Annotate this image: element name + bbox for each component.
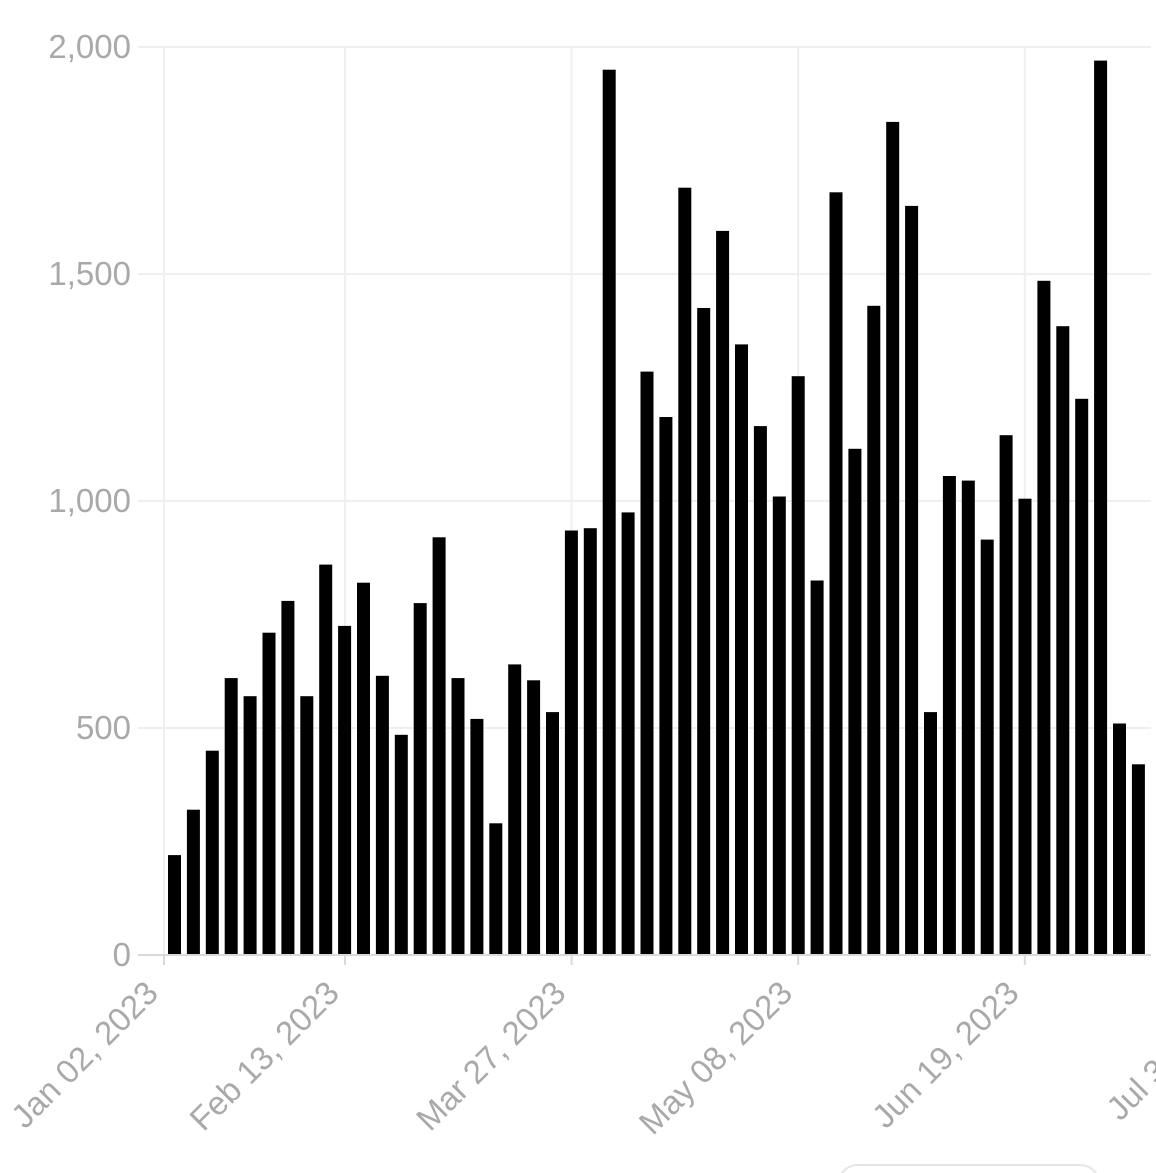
bar: [810, 580, 824, 955]
bar: [980, 539, 994, 955]
bar: [168, 855, 181, 955]
bar: [678, 187, 692, 955]
y-tick-label: 1,000: [48, 482, 131, 519]
bar: [905, 205, 919, 955]
x-tick-label: Jul 31, 2023: [1099, 974, 1156, 1127]
bar: [716, 230, 730, 955]
bar: [205, 750, 219, 955]
bar: [243, 696, 257, 955]
bar: [527, 680, 541, 955]
bar: [1113, 723, 1126, 955]
bar: [829, 192, 843, 956]
bar: [735, 344, 748, 955]
bar: [999, 435, 1013, 955]
bar: [942, 476, 956, 955]
bar: [1018, 498, 1032, 955]
bar: [753, 426, 767, 956]
bar: [451, 678, 465, 955]
axes: [138, 47, 1151, 965]
bar: [338, 625, 352, 955]
y-tick-label: 2,000: [48, 28, 131, 65]
x-tick-label: Mar 27, 2023: [409, 974, 573, 1138]
x-tick-label: Jan 02, 2023: [4, 974, 165, 1135]
y-tick-label: 1,500: [48, 255, 131, 292]
bar: [621, 512, 635, 955]
bar: [413, 603, 427, 955]
bar: [508, 664, 522, 955]
overlay-button-edge: [840, 1164, 1098, 1173]
bar: [281, 600, 295, 955]
bar: [564, 530, 578, 955]
bar: [848, 448, 862, 955]
bar: [489, 823, 503, 955]
bar: [546, 712, 559, 955]
bar: [224, 678, 238, 955]
bar: [659, 417, 673, 955]
y-tick-label: 500: [76, 709, 131, 746]
x-tick-label: Feb 13, 2023: [182, 974, 346, 1138]
bar: [300, 696, 314, 955]
bar: [262, 632, 276, 955]
bar: [772, 496, 786, 955]
bar: [1037, 280, 1051, 955]
bar: [375, 675, 389, 955]
bar: [186, 809, 200, 955]
bar: [1056, 326, 1070, 955]
bar: [697, 308, 711, 955]
bar: [602, 69, 616, 955]
y-tick-label: 0: [113, 936, 131, 973]
x-tick-label: Jun 19, 2023: [865, 974, 1026, 1135]
bar: [357, 582, 370, 955]
grid-lines: [138, 46, 1151, 955]
bar: [791, 376, 805, 955]
bar: [470, 718, 484, 955]
bar: [432, 537, 446, 955]
bar: [886, 121, 900, 955]
bar: [961, 480, 975, 955]
bar: [394, 734, 408, 955]
bar: [1131, 764, 1145, 955]
x-tick-label: May 08, 2023: [632, 974, 800, 1142]
bar: [583, 528, 597, 955]
bar: [319, 564, 333, 955]
bars: [168, 60, 1145, 956]
bar: [640, 371, 654, 956]
bar: [1075, 398, 1089, 955]
bar: [867, 305, 881, 955]
bar: [924, 712, 937, 955]
bar: [1094, 60, 1108, 956]
